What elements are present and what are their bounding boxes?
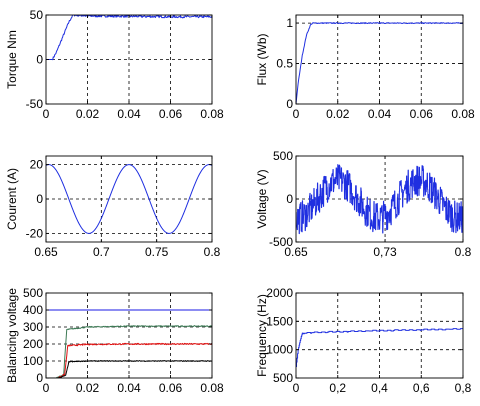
series-line-3	[46, 360, 212, 378]
y-tick-label: 400	[23, 303, 43, 317]
x-tick-label: 0.02	[326, 107, 350, 121]
y-tick-label: 500	[273, 149, 293, 163]
x-tick-label: 0	[293, 381, 300, 395]
chart-flux: 0 0.02 0.04 0.06 0.08 0 0.5 1 Flux (Wb)	[255, 14, 475, 121]
x-tick-label: 0.04	[117, 107, 141, 121]
x-tick-label: 0.8	[455, 245, 472, 259]
series-line-0	[296, 22, 463, 104]
y-tick-label: 0.5	[276, 57, 293, 71]
x-tick-label: 0.02	[76, 107, 100, 121]
x-tick-label: 0.75	[145, 245, 169, 259]
y-tick-label: 300	[23, 320, 43, 334]
y-tick-label: 50	[30, 8, 44, 22]
series-line-0	[296, 328, 463, 368]
x-tick-label: 0,6	[413, 381, 430, 395]
y-tick-label: 0	[286, 192, 293, 206]
y-tick-label: 0	[286, 97, 293, 111]
x-tick-label: 0.04	[117, 381, 141, 395]
x-tick-label: 0.02	[76, 381, 100, 395]
y-tick-label: 1000	[266, 343, 293, 357]
y-tick-label: 0	[36, 371, 43, 385]
x-tick-label: 0.08	[200, 107, 224, 121]
y-tick-label: 1500	[266, 314, 293, 328]
y-tick-label: 1	[286, 16, 293, 30]
x-tick-label: 0.65	[34, 245, 58, 259]
y-tick-label: -500	[269, 235, 293, 249]
y-tick-label: 0	[36, 53, 43, 67]
x-tick-label: 0	[43, 107, 50, 121]
x-tick-label: 0	[293, 107, 300, 121]
series-line-1	[46, 325, 212, 378]
x-tick-label: 0,8	[455, 381, 472, 395]
x-tick-label: 0,4	[371, 381, 388, 395]
y-tick-label: -50	[26, 97, 44, 111]
y-tick-label: 500	[23, 286, 43, 300]
x-tick-label: 0.65	[284, 245, 308, 259]
x-tick-label: 0,2	[329, 381, 346, 395]
y-axis-label: Torque Nm	[5, 30, 19, 89]
y-axis-label: Frequency (Hz)	[255, 294, 269, 377]
y-axis-label: Flux (Wb)	[255, 34, 269, 86]
y-tick-label: 0	[36, 192, 43, 206]
y-axis-label: Courent (A)	[5, 168, 19, 230]
x-tick-label: 0.08	[451, 107, 475, 121]
x-tick-label: 0.8	[204, 245, 221, 259]
y-tick-label: -20	[26, 226, 44, 240]
y-tick-label: 200	[23, 337, 43, 351]
x-tick-label: 0.08	[200, 381, 224, 395]
x-tick-label: 0.7	[93, 245, 110, 259]
series-line-0	[296, 164, 463, 235]
x-tick-label: 0	[43, 381, 50, 395]
series-line-0	[46, 164, 212, 234]
y-axis-label: Voltage (V)	[255, 169, 269, 228]
chart-current: 0.65 0.7 0.75 0.8 -20 0 20 Courent (A)	[5, 155, 221, 259]
y-tick-label: 100	[23, 354, 43, 368]
y-tick-label: 2000	[266, 286, 293, 300]
y-tick-label: 500	[273, 371, 293, 385]
x-tick-label: 0.06	[159, 381, 183, 395]
chart-balancing: 0 0.02 0.04 0.06 0.080100200300400500Balanci…	[5, 286, 224, 395]
chart-voltage: 0.65 0,73 0.8 -500 0 500 Voltage (V)	[255, 149, 472, 259]
x-tick-label: 0.06	[410, 107, 434, 121]
y-tick-label: 20	[30, 158, 44, 172]
y-axis-label: Balancing voltage	[5, 288, 19, 383]
series-line-2	[46, 342, 212, 378]
x-tick-label: 0,73	[373, 245, 397, 259]
x-tick-label: 0.06	[159, 107, 183, 121]
x-tick-label: 0.04	[368, 107, 392, 121]
